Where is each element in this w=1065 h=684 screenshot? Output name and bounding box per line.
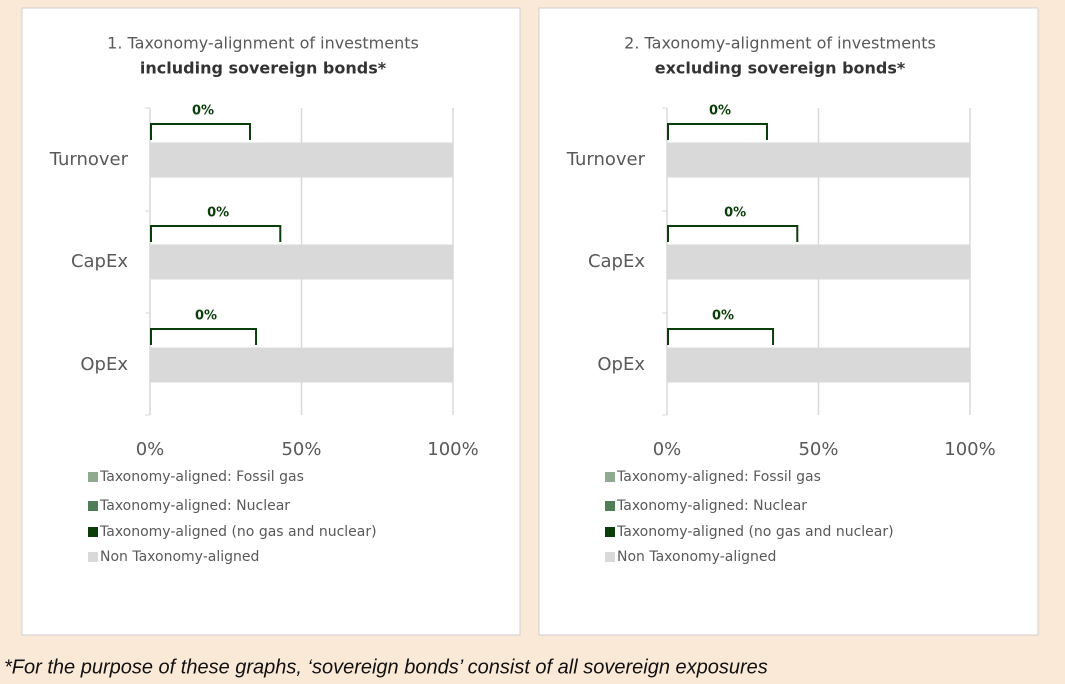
legend-swatch bbox=[88, 552, 98, 562]
bar-segment bbox=[150, 347, 453, 383]
category-label: OpEx bbox=[80, 354, 128, 375]
chart-title: 1. Taxonomy-alignment of investments bbox=[107, 34, 419, 53]
bar-segment bbox=[150, 142, 453, 178]
legend-swatch bbox=[88, 472, 98, 482]
x-tick-label: 50% bbox=[798, 439, 838, 460]
panel bbox=[538, 7, 1039, 636]
bar-segment bbox=[150, 244, 453, 280]
category-label: CapEx bbox=[71, 251, 128, 272]
data-label: 0% bbox=[207, 206, 229, 221]
data-label: 0% bbox=[195, 309, 217, 324]
chart-title: 2. Taxonomy-alignment of investments bbox=[624, 34, 936, 53]
data-label: 0% bbox=[709, 104, 731, 119]
footnote: *For the purpose of these graphs, ‘sover… bbox=[4, 656, 768, 678]
legend-label: Non Taxonomy-aligned bbox=[100, 549, 259, 565]
bracket bbox=[150, 225, 282, 242]
panel bbox=[21, 7, 521, 636]
x-tick-label: 0% bbox=[136, 439, 165, 460]
legend-label: Non Taxonomy-aligned bbox=[617, 549, 776, 565]
legend-label: Taxonomy-aligned: Fossil gas bbox=[99, 469, 304, 485]
data-label: 0% bbox=[724, 206, 746, 221]
x-tick-label: 50% bbox=[281, 439, 321, 460]
bar-segment bbox=[667, 244, 970, 280]
x-tick-label: 100% bbox=[427, 439, 478, 460]
bracket bbox=[150, 123, 251, 140]
bracket bbox=[150, 328, 258, 345]
legend-swatch bbox=[605, 527, 615, 537]
legend-label: Taxonomy-aligned (no gas and nuclear) bbox=[616, 524, 894, 540]
data-label: 0% bbox=[712, 309, 734, 324]
category-label: Turnover bbox=[49, 149, 129, 170]
legend-label: Taxonomy-aligned: Fossil gas bbox=[616, 469, 821, 485]
bar-segment bbox=[667, 347, 970, 383]
legend-swatch bbox=[605, 501, 615, 511]
x-tick-label: 100% bbox=[944, 439, 995, 460]
chart-subtitle: excluding sovereign bonds* bbox=[655, 59, 906, 78]
bracket bbox=[667, 328, 775, 345]
bracket bbox=[667, 225, 799, 242]
legend-swatch bbox=[605, 472, 615, 482]
category-label: OpEx bbox=[597, 354, 645, 375]
legend-label: Taxonomy-aligned: Nuclear bbox=[616, 498, 807, 514]
legend-label: Taxonomy-aligned (no gas and nuclear) bbox=[99, 524, 377, 540]
legend-swatch bbox=[605, 552, 615, 562]
bar-segment bbox=[667, 142, 970, 178]
legend-swatch bbox=[88, 527, 98, 537]
bracket bbox=[667, 123, 768, 140]
category-label: CapEx bbox=[588, 251, 645, 272]
x-tick-label: 0% bbox=[653, 439, 682, 460]
category-label: Turnover bbox=[566, 149, 646, 170]
legend-label: Taxonomy-aligned: Nuclear bbox=[99, 498, 290, 514]
legend-swatch bbox=[88, 501, 98, 511]
data-label: 0% bbox=[192, 104, 214, 119]
chart-subtitle: including sovereign bonds* bbox=[140, 59, 387, 78]
